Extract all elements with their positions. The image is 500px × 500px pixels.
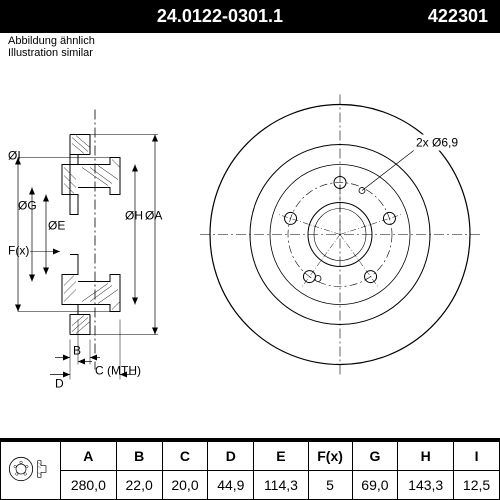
table-value-row: 280,0 22,0 20,0 44,9 114,3 5 69,0 143,3 … [1,471,500,500]
part-code: 422301 [428,6,488,27]
part-number: 24.0122-0301.1 [12,6,428,27]
technical-drawing: ØI ØG ØE F(x) ØH [0,61,500,438]
col-d: D [208,442,254,471]
label-b: B [73,344,81,358]
label-d: D [55,377,64,391]
val-a: 280,0 [61,471,117,500]
val-h: 143,3 [398,471,454,500]
label-oe: ØE [48,219,65,233]
label-c: C (MTH) [95,364,141,378]
val-i: 12,5 [454,471,500,500]
subtitle-line1: Abbildung ähnlich [8,35,492,47]
table-header-row: A B C D E F(x) G H I [1,442,500,471]
diagram-area: ØI ØG ØE F(x) ØH [0,61,500,439]
val-g: 69,0 [352,471,398,500]
col-b: B [116,442,162,471]
label-og: ØG [18,199,37,213]
annotation-holes: 2x Ø6,9 [416,136,458,150]
val-c: 20,0 [162,471,208,500]
subtitle-line2: Illustration similar [8,47,492,59]
col-f: F(x) [308,442,352,471]
val-f: 5 [308,471,352,500]
col-a: A [61,442,117,471]
label-oi: ØI [8,149,21,163]
header-bar: 24.0122-0301.1 422301 [0,0,500,33]
val-e: 114,3 [254,471,308,500]
val-b: 22,0 [116,471,162,500]
col-g: G [352,442,398,471]
label-oh: ØH [125,209,143,223]
label-oa: ØA [145,209,162,223]
col-c: C [162,442,208,471]
side-view: ØI ØG ØE F(x) ØH [8,110,162,391]
disc-icon-cell [1,442,61,500]
col-h: H [398,442,454,471]
val-d: 44,9 [208,471,254,500]
dimension-table: A B C D E F(x) G H I 280,0 22,0 20,0 44,… [0,439,500,500]
disc-icon [6,454,56,484]
col-e: E [254,442,308,471]
label-fx: F(x) [8,244,29,258]
col-i: I [454,442,500,471]
subtitle: Abbildung ähnlich Illustration similar [0,33,500,61]
front-view: 2x Ø6,9 [200,95,482,375]
